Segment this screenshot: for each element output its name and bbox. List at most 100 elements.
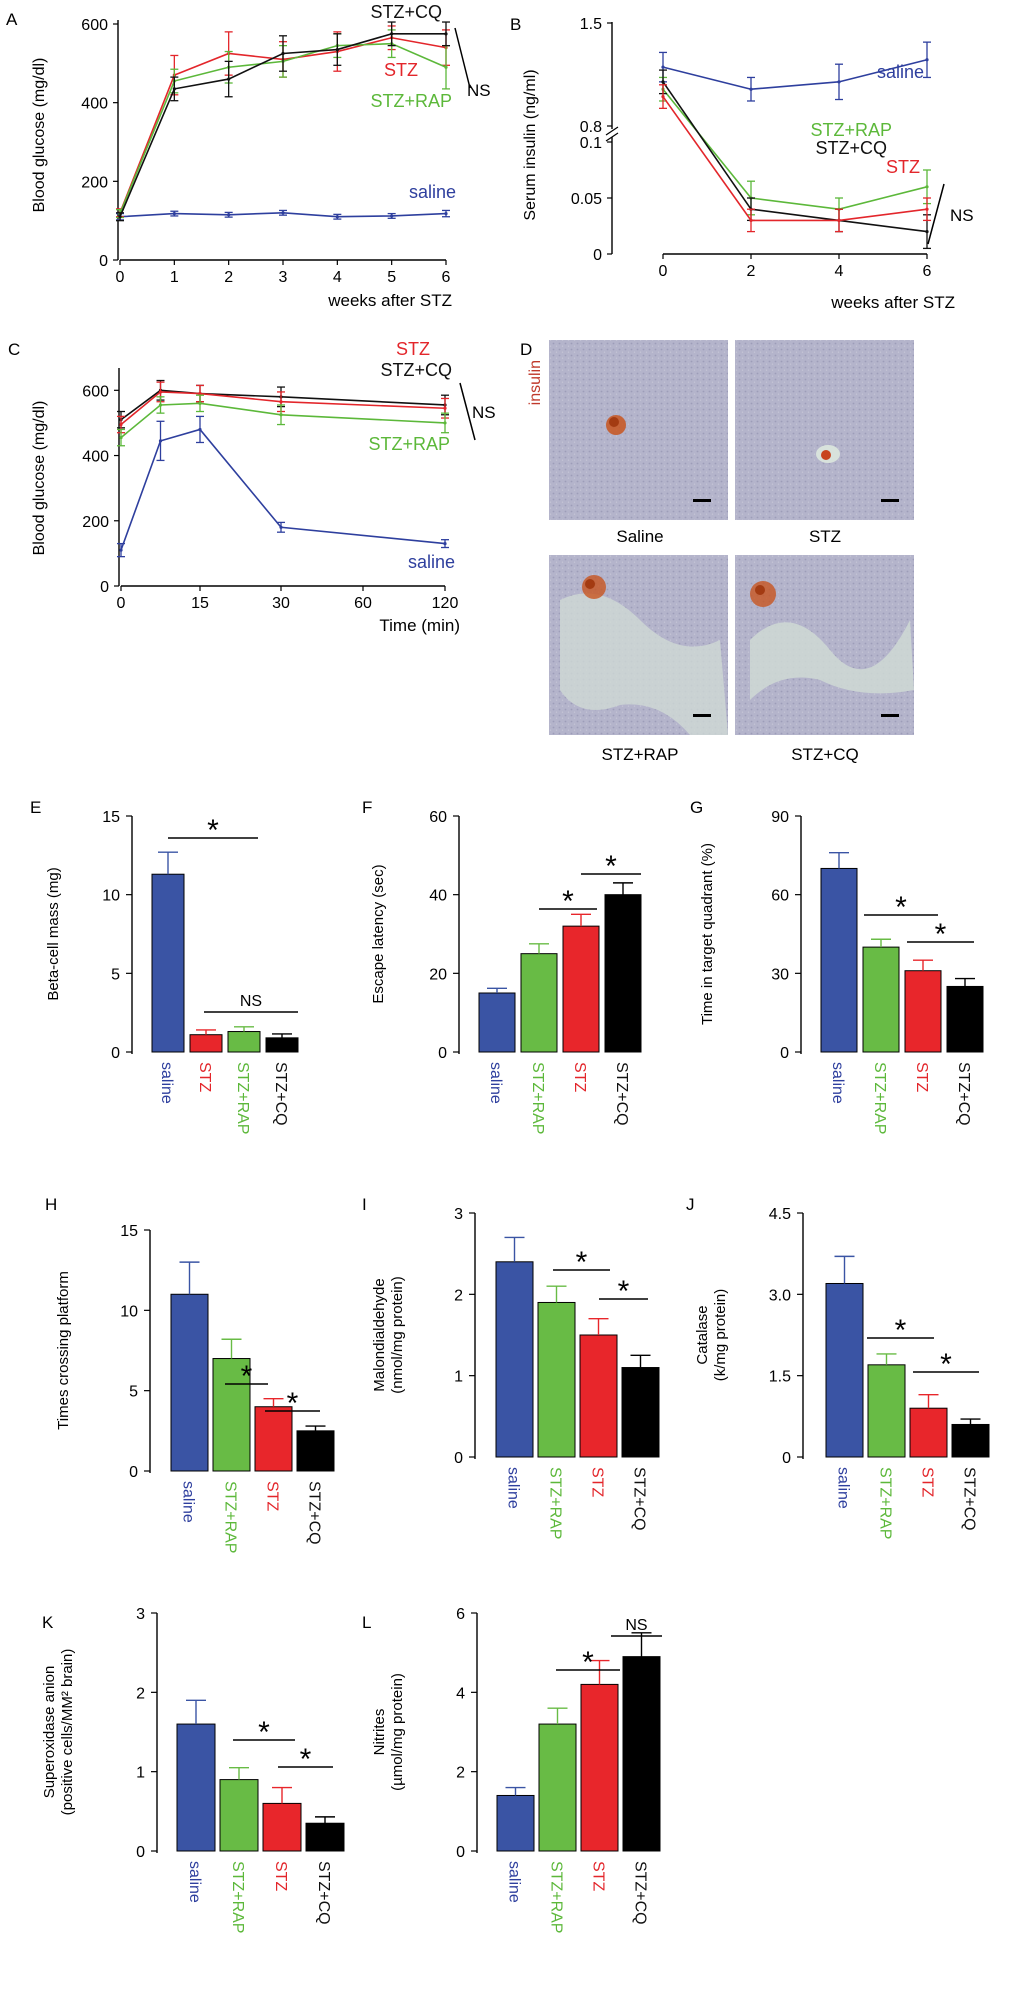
- bar-stz: [262, 1802, 302, 1852]
- bar-stz: [904, 970, 942, 1053]
- y-axis-label: Beta-cell mass (mg): [45, 867, 62, 1000]
- y-tick-label: 0: [129, 1464, 138, 1481]
- panel-letter-k: K: [42, 1613, 54, 1632]
- histology-caption-stz-rap: STZ+RAP: [602, 745, 679, 764]
- y-axis-label: Nitrites: [371, 1709, 388, 1756]
- bar-saline: [151, 873, 185, 1053]
- y-axis-label: Blood glucose (mg/dl): [31, 401, 48, 556]
- data-point: [158, 403, 163, 407]
- bar-stz-cq: [951, 1423, 990, 1458]
- data-point: [443, 406, 447, 410]
- y-axis-label: Serum insulin (ng/ml): [522, 69, 539, 220]
- data-point: [444, 211, 448, 216]
- y-tick-label: 0.05: [571, 191, 602, 208]
- y-tick-label: 1.5: [769, 1369, 791, 1386]
- data-point: [172, 87, 176, 91]
- panel-letter-d: D: [520, 340, 532, 359]
- series-label-stz-rap: STZ+RAP: [810, 120, 892, 140]
- significance-star: *: [258, 1716, 270, 1749]
- y-axis-label: (nmol/mg protein): [389, 1276, 406, 1394]
- y-tick-label: 0: [111, 1045, 120, 1062]
- category-label-stz-rap: STZ+RAP: [234, 1062, 251, 1134]
- series-label-stz-cq: STZ+CQ: [380, 360, 452, 380]
- series-saline: [659, 41, 931, 102]
- category-label-stz: STZ: [589, 1467, 606, 1497]
- panel-letter-g: G: [690, 798, 703, 817]
- y-tick-label: 1.5: [580, 16, 602, 33]
- data-point: [198, 427, 202, 432]
- y-axis-label: (positive cells/MM² brain): [59, 1649, 76, 1816]
- y-tick-label: 4.5: [769, 1206, 791, 1223]
- y-axis-label: Time in target quadrant (%): [699, 843, 716, 1025]
- data-point: [443, 421, 447, 425]
- data-point: [279, 413, 283, 417]
- data-point: [925, 58, 929, 62]
- bar-saline: [825, 1282, 864, 1458]
- bar-saline: [478, 992, 516, 1053]
- category-label-stz-cq: STZ+CQ: [272, 1062, 289, 1126]
- series-stz-cq: [116, 21, 450, 222]
- chart-panel-k: 0 1 2 3 Superoxidase anion (positive cells/MM…: [41, 1606, 345, 1933]
- x-tick-label: 15: [191, 595, 209, 612]
- data-point: [158, 390, 163, 394]
- y-axis-label: Escape latency (sec): [370, 864, 387, 1003]
- significance-star: *: [576, 1246, 588, 1279]
- x-tick-label: 120: [432, 595, 459, 612]
- category-label-stz: STZ: [264, 1481, 281, 1511]
- histology-panel: insulin Saline STZ STZ+RAP: [527, 340, 914, 764]
- chart-panel-b: 0 0.05 0.10.8 1.5 0 2 4 6 weeks after STZ Serum i…: [522, 16, 974, 312]
- y-tick-label: 30: [771, 966, 789, 983]
- bar-stz: [909, 1407, 948, 1458]
- y-axis-label: Malondialdehyde: [371, 1278, 388, 1391]
- data-point: [335, 47, 339, 52]
- x-tick-label: 4: [333, 269, 342, 286]
- panel-letter-e: E: [30, 798, 41, 817]
- histology-image-saline: [549, 340, 728, 520]
- histology-image-stz-rap: [549, 555, 728, 735]
- category-label-saline: saline: [835, 1467, 852, 1509]
- x-tick-label: 1: [170, 269, 179, 286]
- y-tick-label: 1: [454, 1369, 463, 1386]
- data-point: [661, 94, 665, 99]
- y-tick-label: 0: [593, 247, 602, 264]
- y-tick-label: 10: [120, 1303, 138, 1320]
- series-saline: [117, 415, 449, 558]
- y-tick-label: 5: [129, 1384, 138, 1401]
- data-point: [390, 214, 394, 218]
- data-point: [925, 230, 929, 234]
- series-label-saline: saline: [408, 552, 455, 572]
- bar-saline: [496, 1794, 535, 1852]
- x-tick-label: 60: [354, 595, 372, 612]
- significance-star: *: [300, 1743, 312, 1776]
- category-label-stz-cq: STZ+CQ: [613, 1062, 630, 1126]
- y-tick-label: 0: [454, 1450, 463, 1467]
- y-tick-label: 2: [136, 1685, 145, 1702]
- data-point: [390, 32, 394, 36]
- bar-stz-rap: [862, 946, 900, 1053]
- y-tick-label: 10: [102, 888, 120, 905]
- bar-stz-cq: [604, 894, 642, 1053]
- significance-star: *: [935, 918, 947, 951]
- bar-stz-rap: [212, 1358, 251, 1472]
- category-label-stz-rap: STZ+RAP: [877, 1467, 894, 1539]
- x-tick-label: 0: [116, 269, 125, 286]
- bar-stz: [189, 1034, 223, 1053]
- bar-stz-rap: [537, 1301, 576, 1458]
- category-label-stz: STZ: [571, 1062, 588, 1092]
- chart-panel-l: 0 2 4 6 Nitrites (µmol/mg protein) saline STZ+R…: [371, 1606, 662, 1933]
- chart-panel-a: 0 200 400 600 0 1 2 3 4 5 6 weeks after STZ Blood gl…: [31, 2, 491, 310]
- x-axis-label: weeks after STZ: [327, 291, 452, 310]
- panel-letter-a: A: [6, 10, 18, 29]
- data-point: [281, 211, 285, 215]
- bar-stz-cq: [946, 985, 984, 1053]
- x-tick-label: 5: [387, 269, 396, 286]
- data-point: [661, 65, 665, 69]
- x-tick-label: 2: [224, 269, 233, 286]
- y-tick-label: 0: [99, 253, 108, 270]
- data-point: [279, 400, 283, 404]
- data-point: [119, 436, 123, 440]
- significance-star: *: [562, 885, 574, 918]
- panel-letter-c: C: [8, 340, 20, 359]
- category-label-stz: STZ: [272, 1861, 289, 1891]
- y-tick-label: 0.1: [580, 135, 602, 152]
